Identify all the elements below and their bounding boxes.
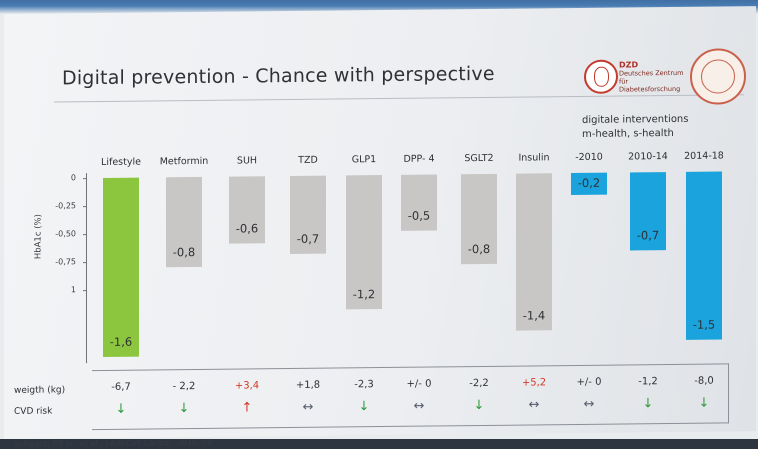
y-tick-label: 0 [70, 173, 76, 183]
cvd-risk-arrow-icon: ↔ [302, 399, 314, 415]
y-tick-mark [83, 262, 87, 264]
dzd-logo-text: DZD Deutsches Zentrum für Diabetesforsch… [619, 60, 684, 94]
y-axis-line [86, 173, 87, 364]
weight-value: -2,3 [354, 379, 374, 391]
weight-value: +1,8 [295, 379, 321, 391]
cvd-risk-arrow-icon: ↓ [115, 401, 127, 417]
weight-row-label: weigth (kg) [14, 385, 66, 396]
bar-value-label: -0,8 [172, 244, 196, 259]
cvd-risk-arrow-icon: ↑ [241, 400, 253, 416]
bar-value-label: -0,7 [296, 232, 320, 247]
weight-value: -2,2 [469, 377, 489, 390]
cvd-risk-arrow-icon: ↓ [642, 396, 654, 412]
slide: Digital prevention - Chance with perspec… [4, 6, 756, 449]
category-label: Lifestyle [101, 156, 141, 168]
outcome-table-cells: -6,7 - 2,2 +3,4 +1,8 -2,3 +/- 0 -2,2 +5,2 +/- 0 -… [4, 6, 756, 417]
bar [516, 173, 552, 331]
bar-chart: 0 -0,25 -0,50 -0,75 1 Lifestyle -1,6 Metformin -… [4, 6, 756, 358]
cvd-risk-arrow-icon: ↔ [528, 397, 540, 413]
weight-value: +/- 0 [576, 376, 602, 389]
bar-value-label: -1,6 [109, 334, 133, 350]
bar-value-label: -1,4 [522, 308, 546, 323]
bar-value-label: -0,5 [407, 208, 431, 223]
y-tick-mark [83, 206, 87, 208]
slide-title: Digital prevention - Chance with perspec… [62, 62, 495, 90]
reference-citation: Schwarz, P.E.H., et al., J Am Coll Cardi… [14, 437, 213, 449]
cvd-risk-arrow-icon: ↓ [473, 397, 485, 414]
y-tick-mark [83, 234, 87, 236]
y-tick-label: -0,25 [55, 201, 76, 211]
category-label: 2014-18 [684, 150, 724, 162]
y-tick-label: -0,50 [55, 229, 76, 239]
weight-value: -1,2 [638, 376, 658, 388]
weight-value: +3,4 [234, 380, 260, 392]
bar [686, 171, 722, 340]
university-seal-icon [690, 48, 746, 105]
cvd-risk-arrow-icon: ↓ [358, 399, 370, 415]
weight-value: - 2,2 [172, 380, 196, 393]
category-label: Metformin [159, 155, 209, 168]
y-tick-mark [83, 290, 87, 292]
bar-value-label: -0,6 [235, 221, 259, 236]
bar-value-label: -0,2 [577, 175, 601, 190]
bar-value-label: -1,2 [352, 287, 376, 302]
weight-value: -6,7 [111, 381, 131, 393]
cvd-risk-arrow-icon: ↔ [583, 396, 595, 412]
y-tick-mark [83, 178, 87, 180]
bar [103, 177, 139, 358]
bar-value-label: -0,7 [636, 228, 660, 243]
bar-value-label: -1,5 [692, 317, 716, 332]
cvd-risk-arrow-icon: ↓ [178, 401, 190, 417]
cvd-risk-row-label: CVD risk [14, 406, 53, 417]
cvd-risk-arrow-icon: ↓ [698, 395, 710, 411]
y-tick-label: 1 [70, 285, 76, 295]
weight-value: +/- 0 [406, 378, 432, 390]
weight-value: +5,2 [521, 377, 547, 389]
title-divider [54, 94, 744, 103]
digital-interventions-label: digitale interventions m-health, s-healt… [582, 113, 689, 140]
bar-value-label: -0,8 [467, 241, 491, 256]
dzd-logo-icon [584, 59, 618, 94]
weight-value: -8,0 [694, 375, 714, 387]
cvd-risk-arrow-icon: ↔ [413, 398, 425, 414]
y-tick-label: -0,75 [55, 257, 76, 267]
